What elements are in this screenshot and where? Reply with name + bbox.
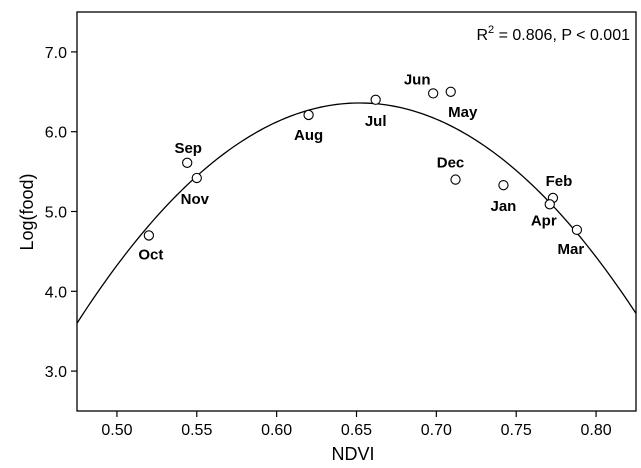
data-point-apr	[544, 199, 555, 210]
fit-curve	[76, 102, 637, 324]
point-label-jan: Jan	[491, 198, 517, 215]
point-label-mar: Mar	[558, 241, 585, 258]
point-label-aug: Aug	[294, 127, 323, 144]
point-label-oct: Oct	[138, 246, 163, 263]
point-label-apr: Apr	[531, 212, 557, 229]
data-point-dec	[450, 174, 461, 185]
x-tick-label: 0.60	[261, 422, 292, 439]
x-tick-label: 0.55	[181, 422, 212, 439]
x-tick-label: 0.65	[341, 422, 372, 439]
y-axis-title: Log(food)	[17, 173, 37, 250]
y-tick-label: 6.0	[45, 125, 67, 142]
x-tick-label: 0.80	[581, 422, 612, 439]
point-label-jul: Jul	[365, 113, 387, 130]
point-label-nov: Nov	[181, 191, 210, 208]
r-squared-annotation: R2 = 0.806, P < 0.001	[476, 24, 630, 44]
y-tick-label: 3.0	[45, 364, 67, 381]
x-axis-title: NDVI	[331, 444, 374, 464]
x-tick-label: 0.75	[501, 422, 532, 439]
data-point-jul	[370, 94, 381, 105]
x-tick-label: 0.70	[421, 422, 452, 439]
point-label-may: May	[448, 104, 478, 121]
data-point-jan	[498, 180, 509, 191]
point-label-jun: Jun	[404, 71, 431, 88]
point-label-sep: Sep	[174, 140, 202, 157]
point-label-feb: Feb	[546, 173, 573, 190]
y-tick-label: 7.0	[45, 45, 67, 62]
data-point-sep	[182, 157, 193, 168]
data-point-jun	[428, 88, 439, 99]
y-tick-label: 5.0	[45, 205, 67, 222]
data-point-nov	[191, 172, 202, 184]
axes: 0.50 0.55 0.60 0.65 0.70 0.75 0.80 3.0 4.0 5.0 6.0…	[45, 11, 637, 439]
data-point-aug	[303, 109, 314, 121]
point-label-dec: Dec	[437, 155, 465, 172]
x-tick-label: 0.50	[101, 422, 132, 439]
data-point-oct	[143, 230, 155, 241]
data-points	[143, 86, 583, 241]
data-point-mar	[571, 224, 583, 236]
y-tick-label: 4.0	[45, 284, 67, 301]
data-point-may	[445, 86, 456, 97]
